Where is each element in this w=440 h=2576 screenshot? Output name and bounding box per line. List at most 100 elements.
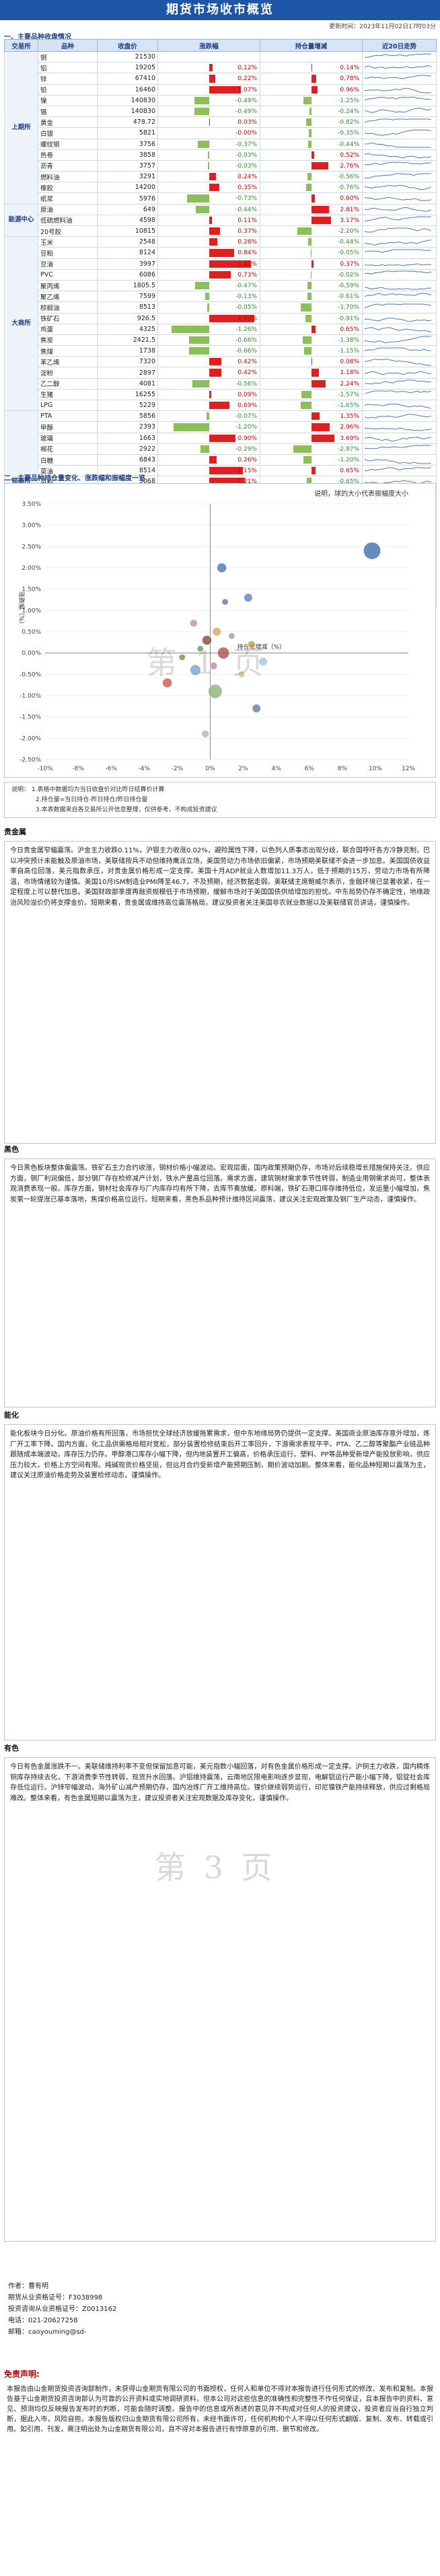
trend-sparkline: [362, 279, 437, 292]
bubble-point: [178, 653, 186, 661]
oi-cell-bar: [303, 96, 311, 104]
change-cell-bar: [209, 270, 231, 279]
energy-title: 能化: [4, 1411, 19, 1420]
product-cell: 沥青: [38, 159, 98, 172]
trend-sparkline: [362, 410, 437, 422]
bubble-point: [217, 647, 230, 659]
change-cell: 0.12%: [157, 62, 260, 74]
product-cell: LPG: [38, 399, 98, 412]
bubble-point: [189, 664, 201, 676]
trend-sparkline: [362, 203, 437, 215]
change-cell-label: -0.49%: [235, 97, 257, 104]
sparkline-path: [365, 459, 431, 464]
product-cell: 生猪: [38, 388, 98, 401]
change-cell: 0.90%: [157, 432, 260, 444]
bubble-point: [212, 627, 222, 636]
bubble-point: [237, 671, 246, 678]
change-cell: 0.03%: [157, 116, 260, 128]
change-cell-label: -1.20%: [235, 424, 257, 431]
product-cell: 铅: [38, 83, 98, 96]
x-tick-label: -10%: [37, 766, 53, 772]
close-price-cell: 140830: [97, 105, 158, 118]
oi-cell: -0.76%: [260, 182, 363, 194]
product-cell: 白糖: [38, 453, 98, 466]
close-price-cell: 6843: [97, 453, 158, 466]
change-cell-bar: [209, 173, 217, 181]
contact-email: 邮箱：caoyouming@sd-: [8, 2328, 87, 2336]
change-cell: -0.03%: [157, 159, 260, 172]
bubble-point: [228, 632, 235, 640]
change-cell-label: 1.15%: [237, 468, 257, 475]
trend-sparkline: [362, 214, 437, 227]
table-row: 生猪 16255 0.09% -1.57%: [5, 388, 437, 401]
change-cell-bar: [194, 107, 209, 116]
oi-cell-bar: [311, 260, 314, 268]
change-cell-bar: [189, 336, 209, 344]
change-cell: -0.37%: [157, 138, 260, 150]
change-cell: -1.20%: [157, 421, 260, 433]
oi-cell: -0.61%: [260, 291, 363, 303]
change-cell-label: 1.53%: [237, 315, 257, 322]
oi-cell-label: 0.78%: [340, 75, 359, 83]
table-row: 棉花 2922 -0.29% -2.87%: [5, 443, 437, 455]
quotes-table: 交易所 品种 收盘价 涨跌幅 持仓量增减 近20日走势 上期所铜 21530 铝 19…: [4, 39, 437, 608]
change-cell-label: 0.28%: [237, 239, 257, 246]
oi-cell-bar: [311, 379, 326, 388]
oi-cell: 0.65%: [260, 323, 363, 335]
sparkline-path: [365, 53, 431, 58]
y-tick-label: -2.00%: [20, 735, 41, 742]
table-row: 乙二醇 4081 -0.56% 2.24%: [5, 377, 437, 390]
close-price-cell: 2897: [97, 367, 158, 379]
product-cell: 镍: [38, 94, 98, 106]
change-cell: -0.66%: [157, 334, 260, 346]
product-cell: 黄金: [38, 116, 98, 128]
change-cell-bar: [209, 314, 254, 322]
sparkline-path: [365, 216, 431, 222]
exchange-cell: 能源中心: [4, 203, 38, 237]
change-cell-label: -0.00%: [235, 130, 257, 137]
close-price-cell: 16255: [97, 388, 158, 401]
oi-cell-label: -1.57%: [338, 391, 359, 398]
change-cell-bar: [207, 303, 209, 311]
oi-cell-label: -0.02%: [338, 271, 359, 279]
table-row: 豆油 3997 1.42% 0.37%: [5, 258, 437, 270]
product-cell: 豆粕: [38, 247, 98, 259]
oi-cell: 3.17%: [260, 214, 363, 227]
table-row: 铅 16460 1.07% 0.96%: [5, 83, 437, 96]
change-cell: 0.24%: [157, 171, 260, 183]
table-row: 甲醇 2393 -1.20% 2.96%: [5, 421, 437, 433]
sparkline-path: [365, 358, 431, 366]
oi-cell: 3.69%: [260, 432, 363, 444]
change-cell: 0.37%: [157, 225, 260, 237]
x-tick-label: -6%: [105, 766, 117, 772]
table-row: 沥青 3757 -0.03% 2.76%: [5, 159, 437, 172]
sparkline-path: [365, 142, 431, 148]
product-cell: 20号胶: [38, 225, 98, 237]
change-cell-label: -0.13%: [235, 293, 257, 301]
table-row: 纸浆 5976 -0.73% 0.60%: [5, 192, 437, 205]
oi-cell-bar: [311, 75, 316, 83]
change-cell-label: -0.29%: [235, 445, 257, 453]
change-cell-bar: [209, 118, 210, 126]
trend-sparkline: [362, 268, 437, 281]
trend-sparkline: [362, 399, 437, 412]
sparkline-path: [365, 87, 431, 94]
oi-cell-bar: [307, 293, 311, 301]
close-price-cell: 7320: [97, 356, 158, 368]
note-2: 2.持仓量=当日持仓-昨日持仓/昨日持仓量: [36, 797, 148, 803]
table-row: 豆粕 8124 0.84% -0.05%: [5, 247, 437, 259]
change-cell-bar: [209, 369, 222, 377]
disclaimer-title: 免责声明:: [4, 2369, 40, 2379]
change-cell-label: 0.84%: [237, 250, 257, 257]
contact-block: 作者：曹有明 期货从业资格证号：F3038998 投资咨询从业资格证号：Z001…: [8, 2281, 116, 2338]
oi-cell-label: 1.35%: [340, 413, 359, 420]
product-cell: 锌: [38, 73, 98, 85]
close-price-cell: 8513: [97, 301, 158, 314]
sparkline-path: [365, 293, 431, 297]
product-cell: 纸浆: [38, 192, 98, 205]
oi-cell: 1.35%: [260, 410, 363, 422]
oi-cell-label: -0.44%: [338, 141, 359, 148]
oi-cell-bar: [307, 281, 311, 290]
bubble-chart: 说明，球的大小代表振幅度大小 3.50% 3.00% 2.50% 2.00% 1.50% 1…: [4, 483, 436, 778]
close-price-cell: 3997: [97, 258, 158, 270]
